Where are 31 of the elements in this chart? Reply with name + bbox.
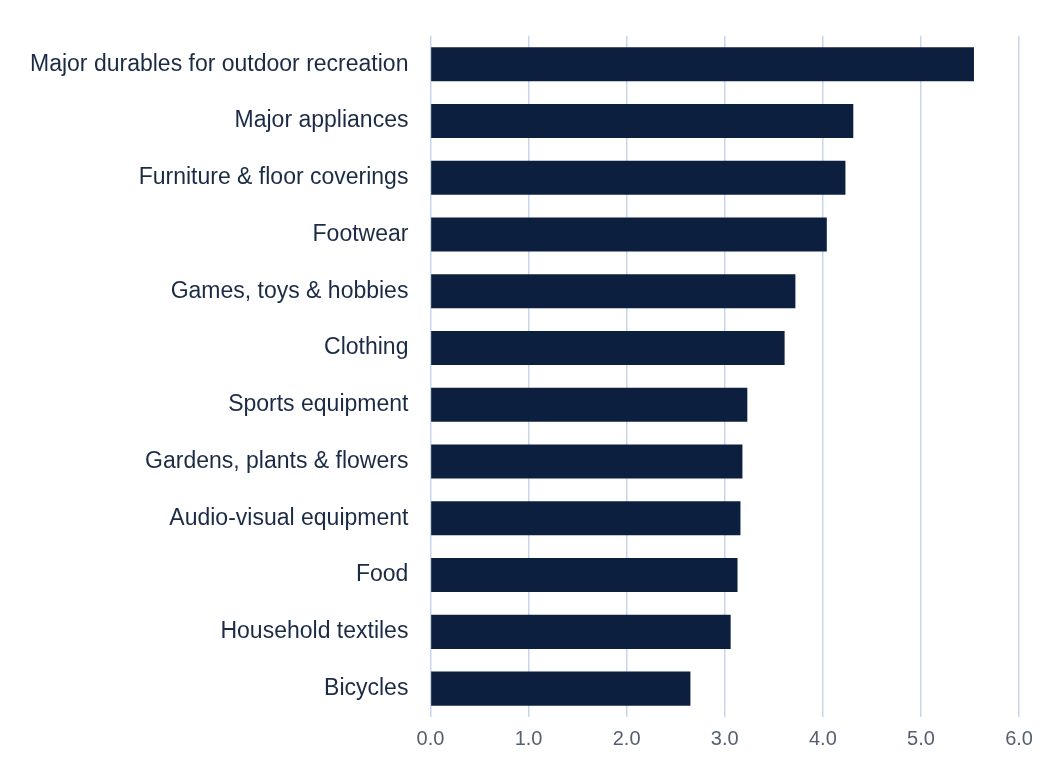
y-tick-label: Furniture & floor coverings: [138, 163, 409, 190]
y-tick-label: Audio-visual equipment: [169, 503, 410, 530]
bar: [431, 387, 748, 422]
bar: [431, 160, 846, 195]
bar: [431, 444, 743, 479]
y-tick-label: Gardens, plants & flowers: [145, 446, 409, 473]
y-tick-label: Games, toys & hobbies: [170, 276, 409, 303]
bar: [431, 330, 785, 366]
bar: [431, 274, 796, 309]
bar: [431, 47, 974, 82]
x-tick-label: 1.0: [514, 726, 543, 749]
bar: [431, 501, 741, 536]
x-tick-label: 4.0: [808, 726, 837, 749]
y-tick-label: Clothing: [324, 333, 409, 360]
x-tick-label: 3.0: [710, 726, 739, 749]
y-tick-label: Food: [355, 560, 409, 587]
y-tick-label: Bicycles: [324, 673, 409, 700]
y-tick-label: Sports equipment: [228, 390, 410, 417]
bar: [431, 671, 691, 706]
y-tick-label: Major durables for outdoor recreation: [30, 49, 409, 76]
x-tick-label: 0.0: [416, 726, 445, 749]
y-tick-label: Household textiles: [220, 617, 409, 644]
bar: [431, 614, 731, 649]
y-tick-label: Major appliances: [234, 106, 409, 133]
bar: [431, 103, 854, 138]
x-tick-label: 2.0: [612, 726, 641, 749]
x-tick-label: 5.0: [907, 726, 935, 749]
x-tick-label: 6.0: [1005, 726, 1033, 749]
y-tick-label: Footwear: [312, 219, 409, 246]
bar: [431, 217, 827, 252]
bar: [431, 558, 738, 593]
